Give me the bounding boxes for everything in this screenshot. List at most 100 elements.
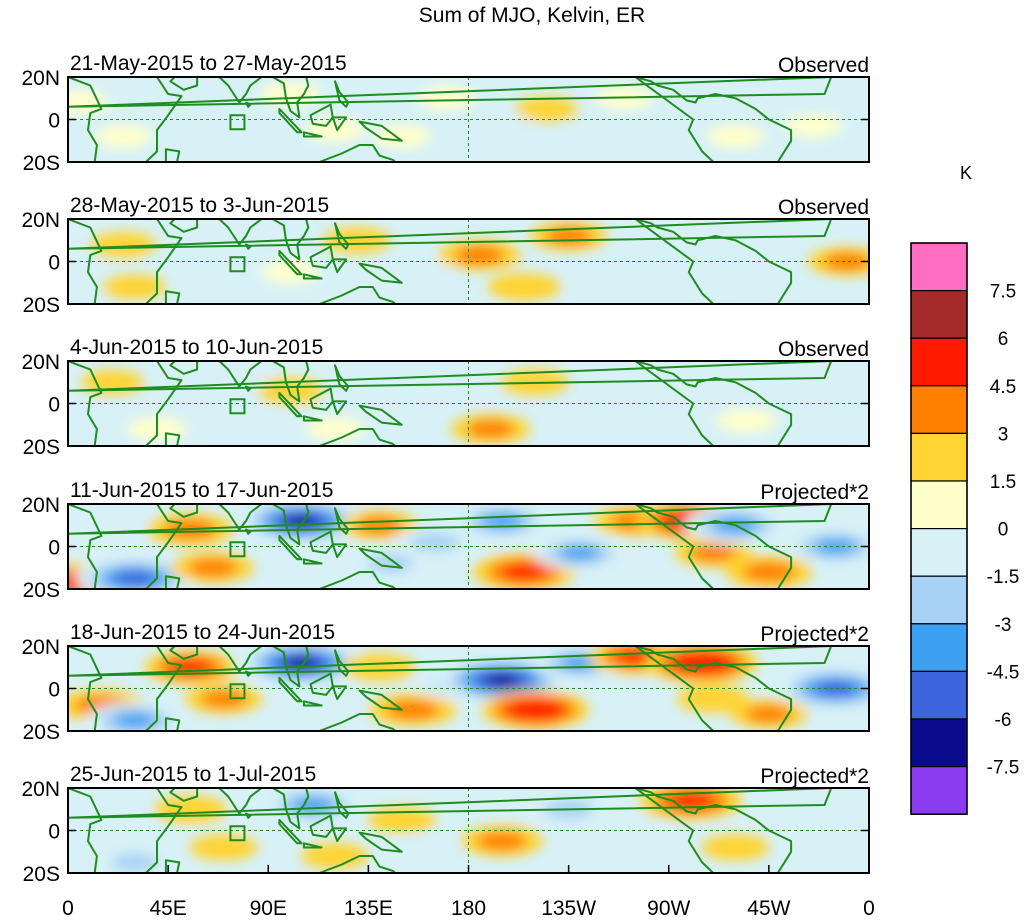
- anomaly-contour: [343, 653, 416, 682]
- colorbar: 7.5 6 4.5 3 1.5 0 -1.5 -3 -4.5 -6 -7.5: [910, 242, 1020, 815]
- anomaly-contour: [68, 90, 110, 115]
- panel-3: 20N 0 20S 4-Jun-2015 to 10-Jun-2015 Observed: [21, 336, 870, 459]
- colorbar-level-label: -1.5: [987, 567, 1020, 588]
- anomaly-cell: [514, 96, 578, 122]
- anomaly-contour: [466, 419, 515, 439]
- coastline: [358, 404, 403, 426]
- colorbar-swatch: [910, 385, 968, 434]
- panel-period-label: 25-Jun-2015 to 1-Jul-2015: [70, 763, 316, 786]
- colorbar-units: K: [960, 163, 972, 183]
- anomaly-contour: [487, 273, 561, 301]
- coastline: [207, 646, 263, 673]
- anomaly-contour: [367, 554, 415, 573]
- coastline: [271, 646, 310, 688]
- anomaly-cell: [81, 801, 144, 826]
- anomaly-cell: [184, 684, 263, 714]
- colorbar-level-label: -3: [995, 615, 1012, 636]
- coastline: [302, 415, 323, 422]
- y-tick-label: 20S: [23, 721, 60, 744]
- coastlines: [68, 77, 833, 162]
- coastline: [309, 387, 334, 411]
- anomaly-contour: [502, 563, 547, 581]
- anomaly-contour: [823, 252, 869, 271]
- coastline: [271, 361, 310, 403]
- anomaly-contour: [573, 402, 631, 426]
- y-tick-label: 20N: [21, 636, 60, 659]
- anomaly-cell: [788, 805, 861, 834]
- coastline: [68, 504, 833, 535]
- panel-kind-label: Projected*2: [760, 765, 869, 788]
- coastline: [358, 689, 403, 711]
- anomaly-cell: [381, 374, 445, 399]
- coastline: [309, 245, 334, 269]
- anomaly-contour: [676, 685, 750, 714]
- anomaly-contour: [387, 837, 461, 866]
- coastline: [68, 504, 183, 589]
- coastlines: [68, 646, 833, 731]
- colorbar-level-label: 1.5: [990, 472, 1016, 493]
- panel-kind-label: Projected*2: [760, 623, 869, 646]
- anomaly-cell: [189, 834, 258, 861]
- x-tick-label: 90E: [250, 897, 287, 920]
- coastline: [68, 788, 833, 819]
- anomaly-cell: [533, 535, 627, 571]
- coastline: [164, 290, 181, 304]
- coastline: [68, 361, 833, 392]
- y-tick-label: 20S: [23, 436, 60, 459]
- coastline: [271, 77, 310, 119]
- anomaly-cell: [529, 221, 608, 251]
- colorbar-swatch: [910, 718, 968, 768]
- anomaly-cell: [90, 231, 157, 258]
- anomaly-cell: [452, 504, 551, 539]
- coastline: [278, 676, 303, 703]
- coastline: [634, 77, 793, 162]
- anomaly-cell: [724, 555, 813, 589]
- anomaly-contour: [484, 673, 520, 687]
- anomaly-cell: [674, 538, 753, 568]
- anomaly-contour: [668, 792, 714, 809]
- panel-6: 20N 0 20S 25-Jun-2015 to 1-Jul-2015 Projecte…: [21, 763, 870, 886]
- reference-box: [229, 825, 246, 842]
- anomaly-cell: [95, 847, 174, 873]
- anomaly-cell: [559, 843, 623, 869]
- y-tick-label: 20N: [21, 67, 60, 90]
- anomaly-contour: [392, 259, 456, 285]
- coastline: [358, 262, 403, 284]
- anomaly-contour: [287, 691, 361, 720]
- panel-period-label: 21-May-2015 to 27-May-2015: [70, 52, 347, 75]
- reference-box: [229, 114, 246, 131]
- anomaly-cell: [654, 230, 728, 259]
- anomaly-cell: [438, 239, 522, 271]
- coastlines: [68, 788, 833, 873]
- coastline: [207, 504, 263, 531]
- colorbar-swatch: [910, 527, 968, 577]
- colorbar-swatch: [910, 623, 968, 672]
- y-tick-label: 20N: [21, 351, 60, 374]
- anomaly-cell: [343, 653, 416, 682]
- anomaly-cell: [85, 702, 184, 731]
- anomaly-contour: [200, 690, 248, 709]
- coastline: [207, 361, 263, 388]
- coastline: [278, 818, 303, 845]
- panel-period-label: 4-Jun-2015 to 10-Jun-2015: [70, 336, 323, 359]
- anomaly-cell: [301, 842, 369, 870]
- anomaly-contour: [410, 532, 461, 552]
- coastline: [68, 219, 833, 250]
- anomaly-contour: [356, 516, 403, 535]
- anomaly-contour: [90, 231, 157, 258]
- x-tick-label: 0: [62, 897, 74, 920]
- x-tick-label: 90W: [647, 897, 690, 920]
- anomaly-cell: [103, 274, 167, 300]
- y-tick-label: 20N: [21, 209, 60, 232]
- panel-kind-label: Observed: [778, 338, 869, 361]
- coastline: [634, 504, 793, 589]
- coastline: [358, 120, 403, 142]
- anomaly-contour: [793, 380, 856, 406]
- colorbar-level-label: 4.5: [990, 377, 1016, 398]
- anomaly-cell: [323, 227, 392, 254]
- anomaly-contour: [76, 511, 149, 540]
- anomaly-cell: [487, 273, 561, 301]
- anomaly-cell: [701, 834, 770, 861]
- x-tick-label: 0: [863, 897, 875, 920]
